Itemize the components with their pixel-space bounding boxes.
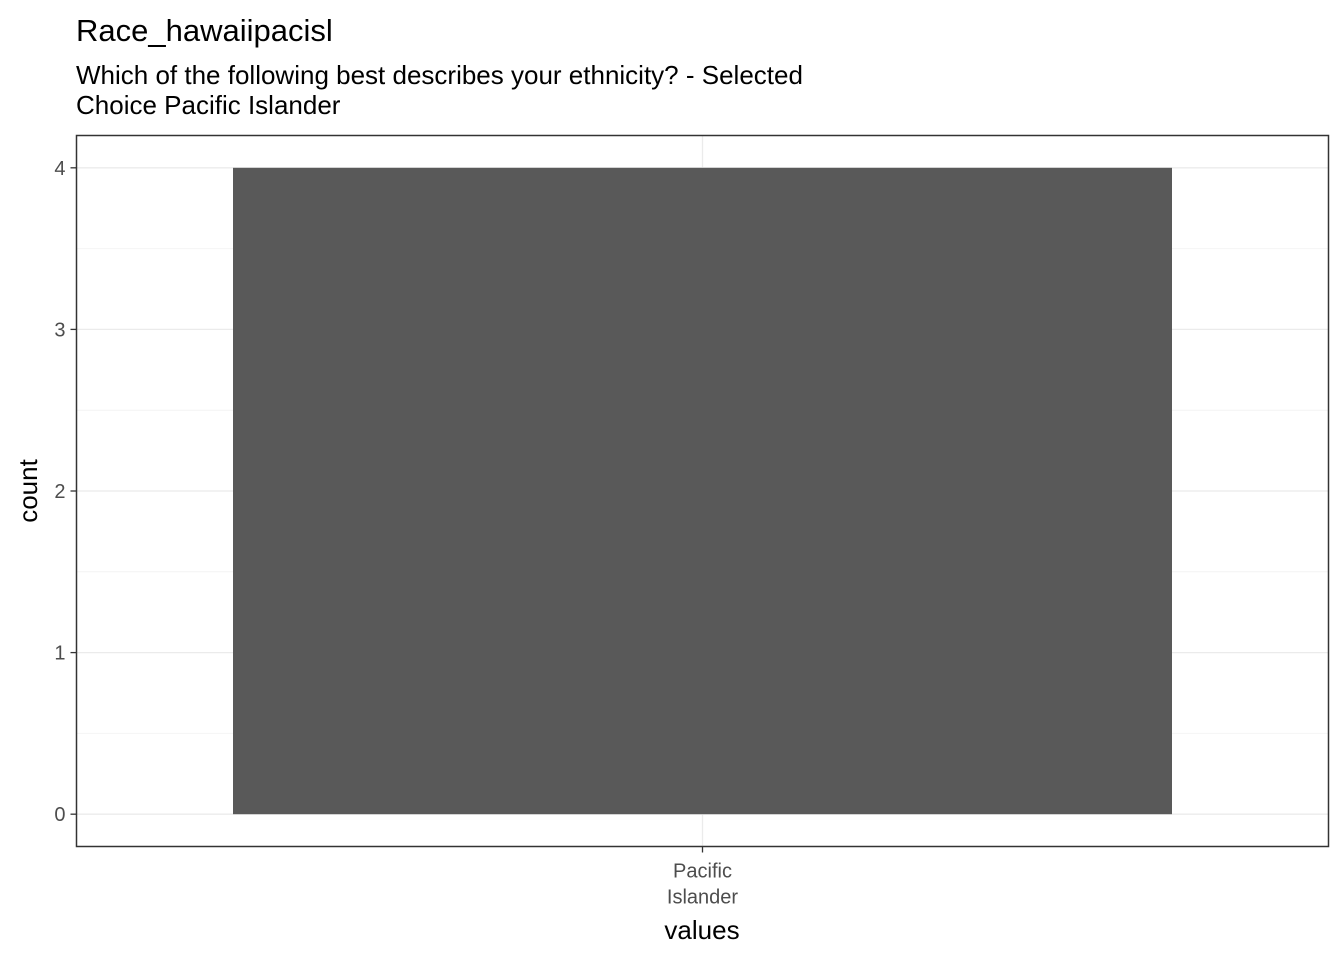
x-tick-label: Islander [667, 887, 738, 909]
axes: 0 1 2 3 4 Pacific Islander [54, 158, 738, 909]
x-axis-title: values [664, 915, 739, 945]
y-axis-title: count [13, 458, 43, 522]
y-tick-label: 2 [54, 481, 65, 503]
x-tick-label: Pacific [673, 861, 732, 883]
chart-subtitle-line-1: Which of the following best describes yo… [76, 60, 803, 90]
y-tick-label: 1 [54, 643, 65, 665]
y-tick-label: 4 [54, 158, 65, 180]
chart-title: Race_hawaiipacisl [76, 13, 333, 48]
y-tick-label: 3 [54, 319, 65, 341]
bar [233, 167, 1172, 815]
y-tick-label: 0 [54, 804, 65, 826]
chart-subtitle-line-2: Choice Pacific Islander [76, 90, 341, 120]
bars [233, 167, 1172, 815]
